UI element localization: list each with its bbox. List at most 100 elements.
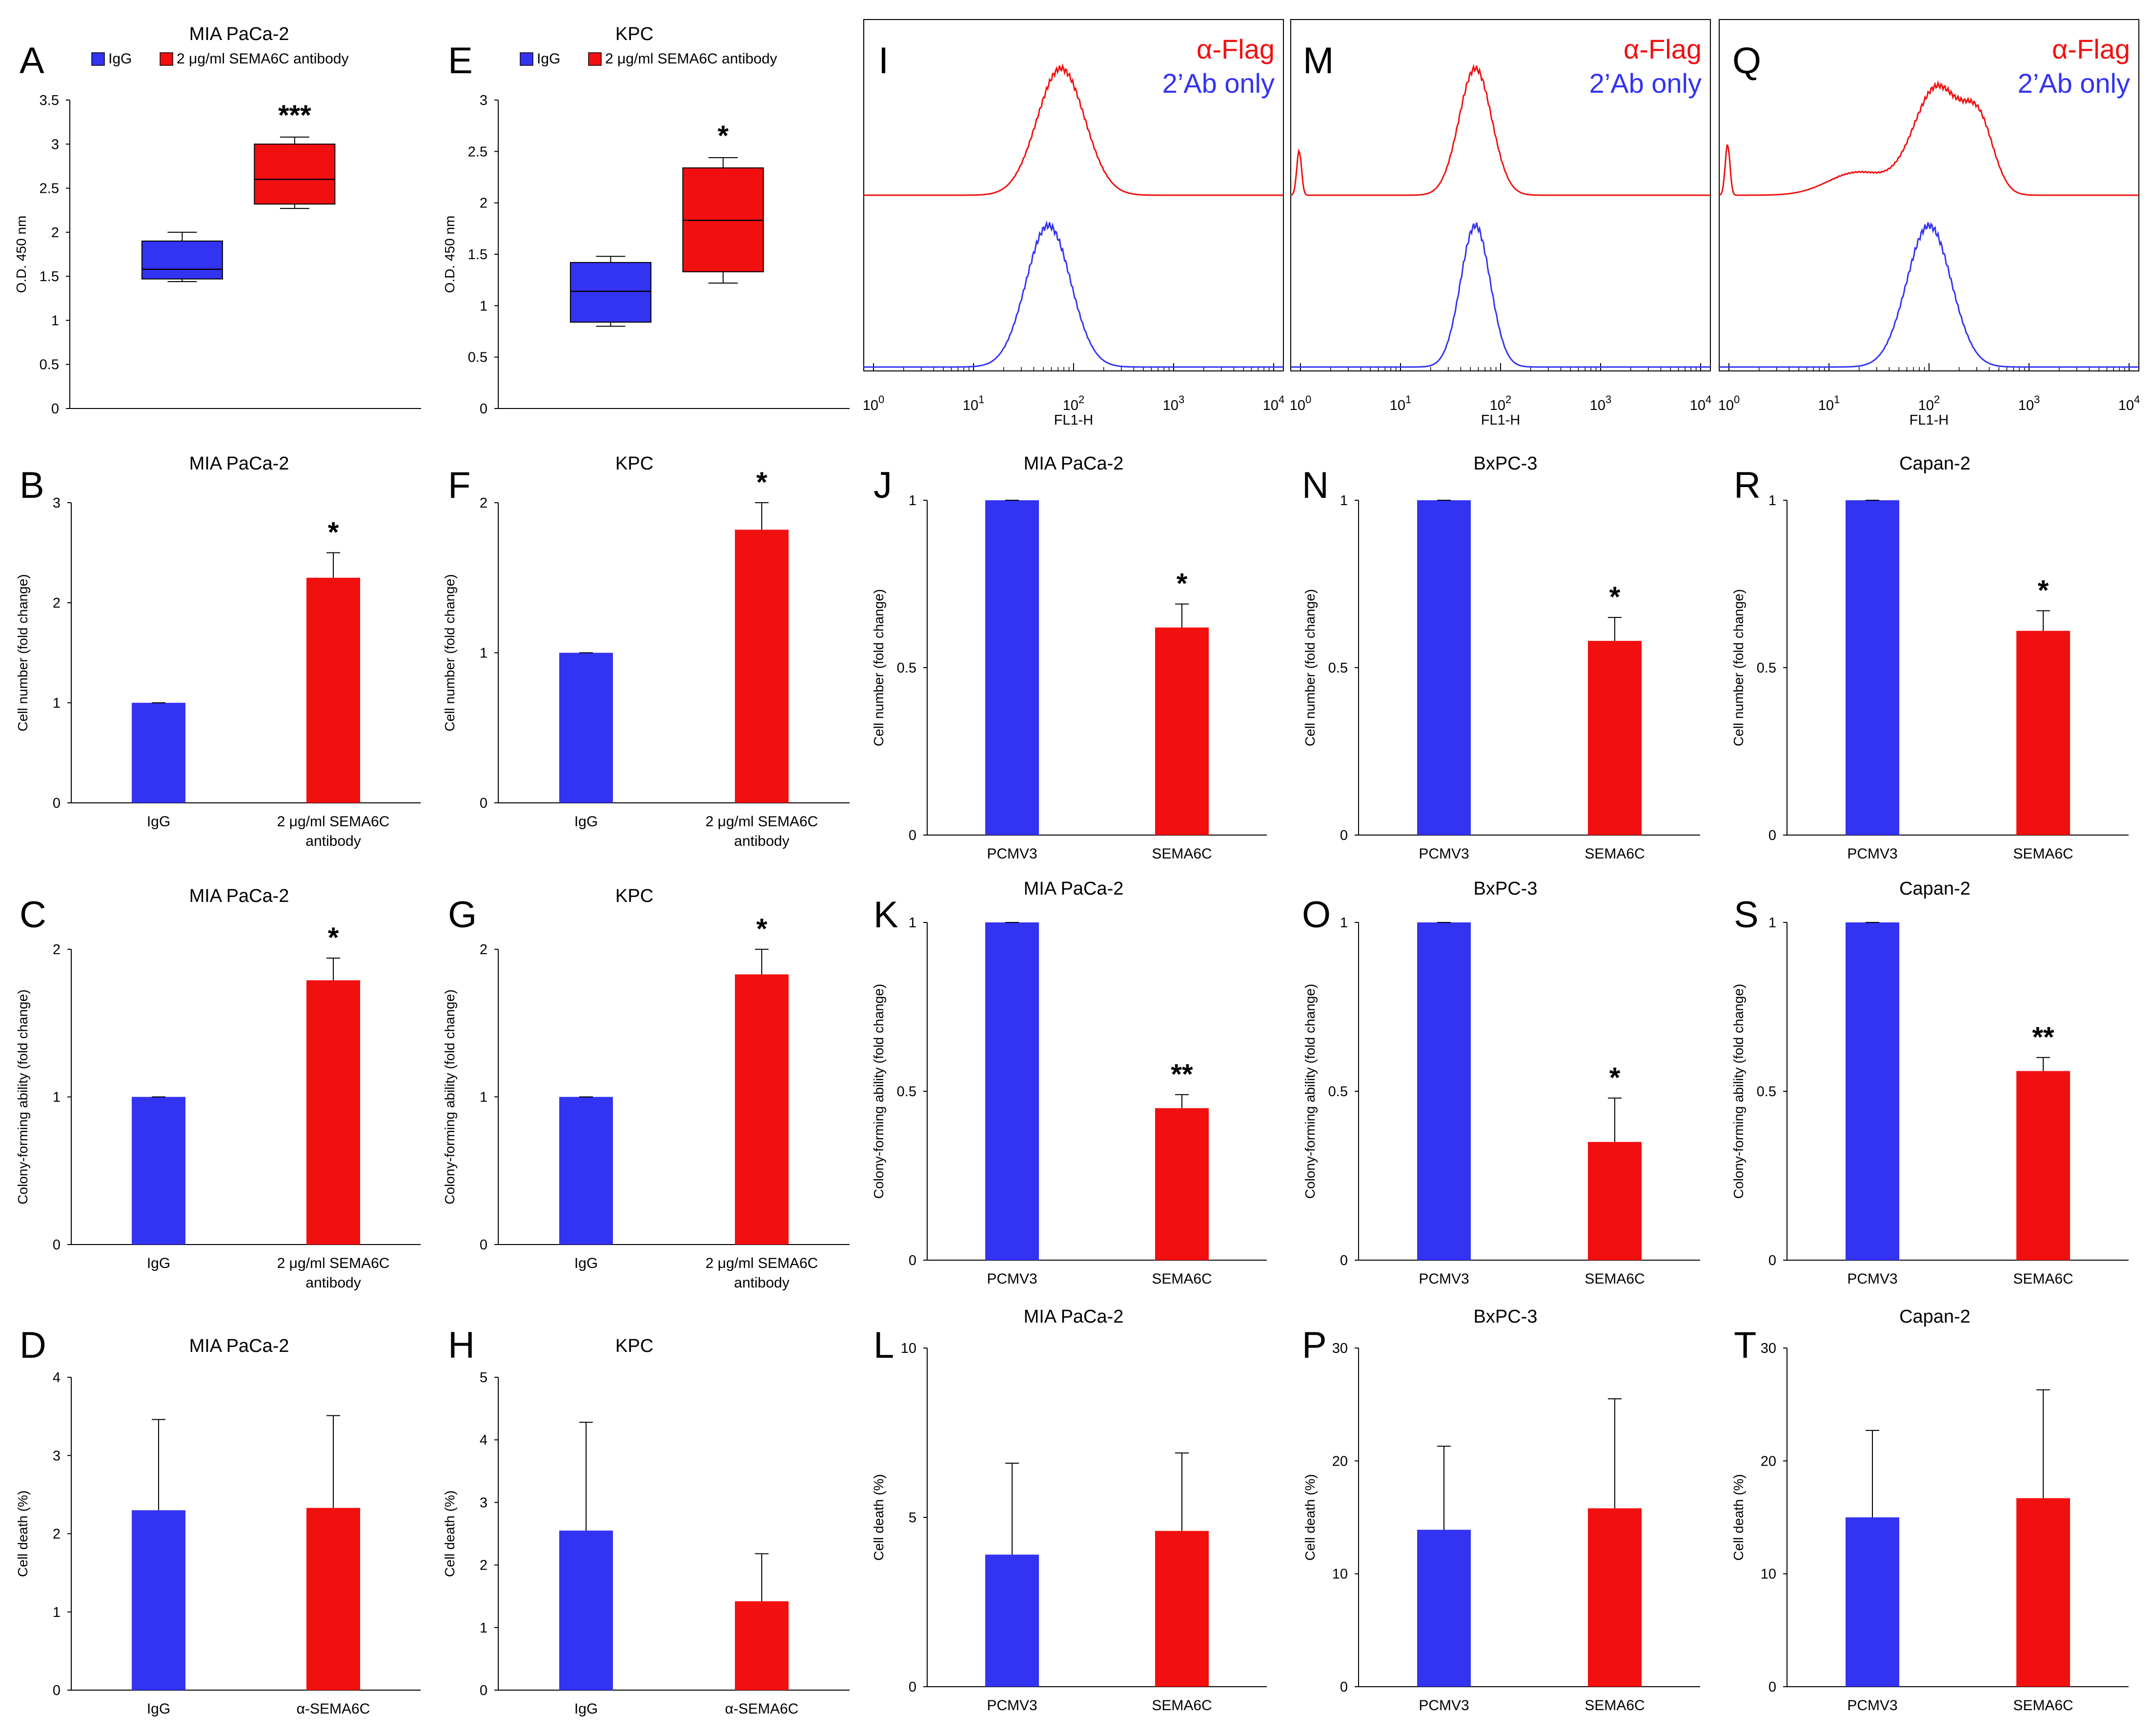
y-tick-label: 0 [480, 401, 487, 417]
y-tick-label: 0.5 [40, 357, 59, 373]
y-tick-label: 20 [1332, 1453, 1348, 1469]
panel-letter: L [873, 1325, 894, 1366]
bar-1 [1588, 1508, 1642, 1687]
panel-letter: G [448, 894, 477, 936]
y-tick-label: 0 [1340, 1679, 1348, 1695]
y-tick-label: 0.5 [897, 1084, 916, 1100]
y-axis-label: Cell number (fold change) [1302, 589, 1318, 746]
y-tick-label: 1.5 [40, 269, 59, 285]
panel-title: MIA PaCa-2 [1024, 453, 1124, 474]
bar-1 [1588, 641, 1642, 835]
bar-1 [2016, 631, 2070, 835]
x-tick-label: 101 [963, 393, 985, 413]
y-axis-label: Cell death (%) [871, 1474, 886, 1560]
panel-title: KPC [615, 453, 653, 474]
y-axis-label: Cell death (%) [15, 1491, 30, 1577]
panel-H: H KPC 0 1 2 3 4 5 Cell death (%) IgG α-SEMA6C [442, 1325, 850, 1717]
category-label: SEMA6C [1152, 1271, 1212, 1287]
x-axis-label: FL1-H [1909, 412, 1949, 428]
y-tick-label: 1 [909, 493, 916, 509]
x-axis-label: FL1-H [1481, 412, 1521, 428]
bar-0 [985, 1554, 1039, 1687]
panel-M: M 100 101 102 103 104 FL1-H α-Flag 2’Ab only [1290, 19, 1711, 428]
legend-swatch [91, 52, 105, 66]
category-label: PCMV3 [1419, 846, 1469, 862]
histogram-secondary-only [864, 220, 1283, 368]
y-axis-label: Cell death (%) [1731, 1474, 1746, 1560]
panel-C: C MIA PaCa-2 0 1 2 Colony-forming ability (fo… [15, 886, 421, 1291]
bar-1 [306, 980, 360, 1245]
legend-label: 2 μg/ml SEMA6C antibody [605, 51, 777, 67]
y-tick-label: 5 [909, 1510, 916, 1526]
category-label: PCMV3 [1847, 846, 1897, 862]
bar-0 [985, 500, 1039, 835]
category-label: PCMV3 [1419, 1271, 1469, 1287]
y-tick-label: 1 [51, 313, 59, 328]
panel-O: O BxPC-3 0 0.5 1 Colony-forming ability (fold… [1302, 878, 1700, 1287]
y-tick-label: 0.5 [1757, 660, 1776, 676]
y-tick-label: 0 [480, 1683, 487, 1698]
significance-mark: * [718, 120, 729, 152]
category-label: 2 μg/ml SEMA6C antibody [706, 814, 818, 849]
y-tick-label: 3 [53, 1448, 61, 1464]
y-axis-label: Colony-forming ability (fold change) [871, 984, 886, 1199]
category-label: IgG [574, 1255, 598, 1271]
panel-letter: Q [1732, 40, 1761, 82]
y-tick-label: 2 [51, 225, 59, 241]
category-label: 2 μg/ml SEMA6C antibody [706, 1255, 818, 1291]
y-axis-label: Colony-forming ability (fold change) [15, 989, 30, 1204]
x-tick-label: 100 [1290, 393, 1312, 413]
y-tick-label: 0 [480, 1237, 487, 1253]
category-label: SEMA6C [2013, 1271, 2073, 1287]
y-tick-label: 0 [1768, 1253, 1776, 1268]
histogram-alpha-flag [1719, 80, 2139, 196]
panel-R: R Capan-2 0 0.5 1 Cell number (fold change) PC… [1731, 453, 2129, 862]
bar-0 [1846, 922, 1899, 1260]
y-tick-label: 1 [53, 1090, 61, 1105]
box-0 [141, 240, 223, 280]
legend-swatch [588, 52, 602, 66]
panel-title: MIA PaCa-2 [189, 886, 289, 906]
panel-letter: P [1302, 1325, 1327, 1366]
panel-letter: M [1303, 40, 1334, 82]
y-tick-label: 3 [51, 137, 59, 152]
panel-letter: H [448, 1325, 475, 1366]
panel-title: MIA PaCa-2 [1024, 1307, 1124, 1327]
y-tick-label: 1 [53, 695, 61, 711]
bar-1 [2016, 1498, 2070, 1687]
panel-letter: K [873, 894, 898, 936]
significance-mark: * [328, 517, 339, 549]
histogram-alpha-flag [1290, 63, 1710, 196]
x-tick-label: 100 [1718, 393, 1740, 413]
bar-1 [1155, 1108, 1209, 1260]
panel-title: MIA PaCa-2 [189, 24, 289, 44]
histogram-secondary-only [1291, 222, 1710, 368]
panel-title: KPC [615, 886, 653, 906]
bar-0 [1846, 500, 1899, 835]
category-label: IgG [574, 814, 598, 830]
y-axis-label: Cell death (%) [442, 1491, 457, 1577]
panel-letter: D [20, 1325, 46, 1366]
y-tick-label: 1.5 [468, 247, 487, 263]
legend-swatch [160, 52, 173, 66]
y-tick-label: 0.5 [1757, 1084, 1776, 1100]
panel-letter: I [878, 40, 889, 82]
category-label: PCMV3 [987, 1271, 1037, 1287]
x-tick-label: 104 [2118, 393, 2140, 413]
x-tick-label: 102 [1918, 393, 1940, 413]
category-label: PCMV3 [1847, 1271, 1897, 1287]
y-tick-label: 0 [480, 796, 487, 811]
significance-mark: *** [278, 100, 311, 131]
bar-0 [559, 1531, 613, 1690]
legend-secondary-only: 2’Ab only [1162, 68, 1275, 99]
bar-0 [132, 1097, 185, 1245]
y-axis-label: Cell number (fold change) [15, 574, 30, 731]
panel-G: G KPC 0 1 2 Colony-forming ability (fold chan… [442, 886, 850, 1291]
y-tick-label: 30 [1761, 1341, 1776, 1356]
y-tick-label: 2.5 [468, 144, 487, 160]
y-tick-label: 3 [480, 93, 487, 108]
bar-0 [1417, 500, 1471, 835]
y-tick-label: 5 [480, 1370, 487, 1386]
category-label: IgG [147, 814, 170, 830]
bar-1 [735, 530, 789, 803]
